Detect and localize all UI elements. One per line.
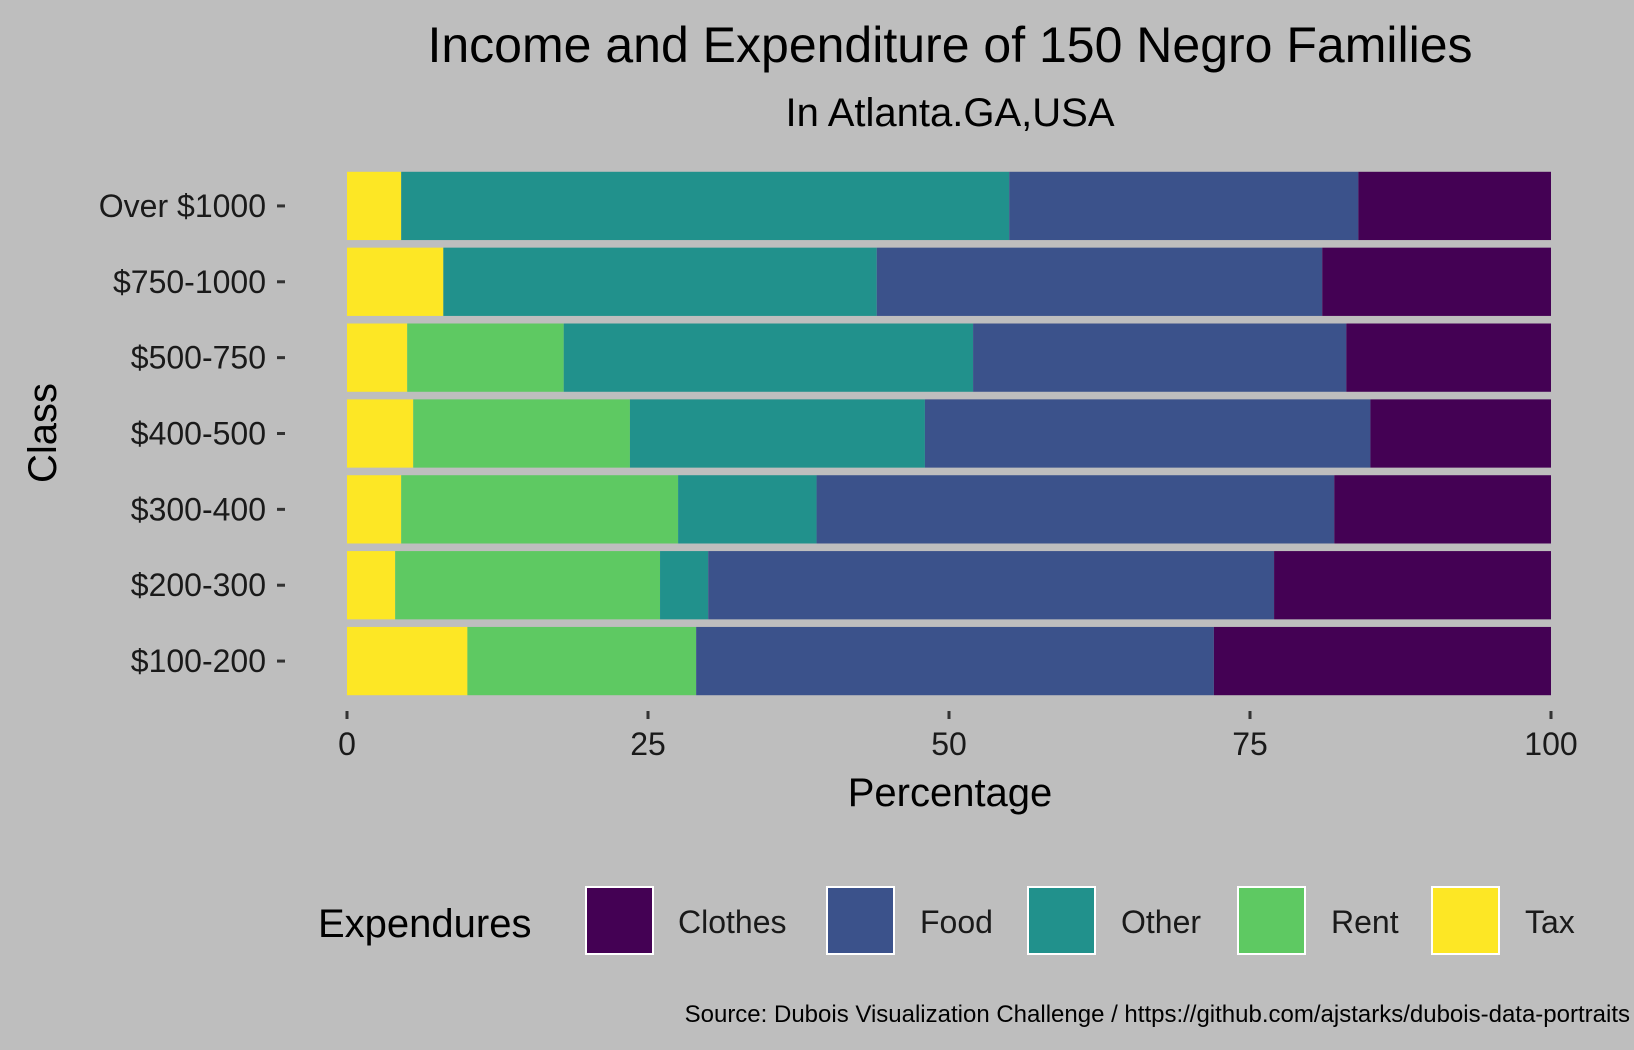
bars-group: [347, 171, 1551, 696]
bar-200-300-rent: [395, 551, 661, 620]
legend-key-clothes: [585, 886, 654, 955]
x-axis-title: Percentage: [848, 771, 1053, 815]
bar-200-300-food: [708, 551, 1275, 620]
bar-200-300-other: [660, 551, 709, 620]
bar-400-500-food: [924, 399, 1371, 468]
x-axis: 0 25 50 75 100: [338, 711, 1578, 762]
legend-label-rent: Rent: [1331, 904, 1399, 940]
bar-750-1000-tax: [347, 247, 444, 316]
y-axis: Over $1000 $750-1000 $500-750 $400-500 $300-…: [99, 188, 285, 679]
legend-key-food: [826, 886, 895, 955]
legend-label-food: Food: [920, 904, 993, 940]
bar-over-1000-tax: [347, 171, 402, 241]
y-tick-label: $500-750: [131, 340, 266, 376]
bar-400-500-tax: [347, 399, 414, 468]
y-axis-title: Class: [21, 383, 65, 483]
bar-500-750-rent: [407, 323, 564, 392]
bar-100-200-tax: [347, 626, 468, 696]
bar-200-300-clothes: [1274, 551, 1551, 620]
bar-over-1000-food: [1009, 171, 1359, 241]
legend-title: Expendures: [318, 902, 531, 946]
legend-key-tax: [1431, 886, 1500, 955]
x-tick-label: 100: [1524, 726, 1577, 762]
y-tick-label: $200-300: [131, 567, 266, 603]
bar-100-200-food: [696, 626, 1214, 696]
legend: Clothes Food Other Rent Tax: [585, 886, 1575, 955]
bar-300-400-clothes: [1334, 475, 1551, 544]
legend-label-clothes: Clothes: [678, 904, 787, 940]
chart-caption: Source: Dubois Visualization Challenge /…: [685, 1001, 1630, 1028]
x-tick-label: 50: [931, 726, 967, 762]
y-tick-label: $750-1000: [113, 264, 266, 300]
legend-label-other: Other: [1121, 904, 1201, 940]
bar-750-1000-food: [876, 247, 1323, 316]
y-tick-label: Over $1000: [99, 188, 266, 224]
bar-500-750-clothes: [1346, 323, 1551, 392]
bar-500-750-other: [563, 323, 974, 392]
y-tick-label: $100-200: [131, 643, 266, 679]
chart-title: Income and Expenditure of 150 Negro Fami…: [427, 17, 1472, 73]
bar-100-200-clothes: [1213, 626, 1551, 696]
bar-300-400-rent: [401, 475, 679, 544]
bar-400-500-other: [629, 399, 925, 468]
legend-key-rent: [1237, 886, 1306, 955]
x-tick-label: 75: [1232, 726, 1268, 762]
bar-300-400-food: [816, 475, 1335, 544]
bar-750-1000-clothes: [1322, 247, 1551, 316]
y-tick-label: $300-400: [131, 491, 266, 527]
bar-400-500-rent: [413, 399, 630, 468]
chart-subtitle: In Atlanta.GA,USA: [785, 91, 1114, 135]
bar-500-750-food: [973, 323, 1347, 392]
bar-300-400-tax: [347, 475, 402, 544]
legend-label-tax: Tax: [1525, 904, 1575, 940]
bar-300-400-other: [678, 475, 817, 544]
bar-100-200-rent: [467, 626, 697, 696]
bar-over-1000-clothes: [1358, 171, 1551, 241]
legend-key-other: [1027, 886, 1096, 955]
bar-200-300-tax: [347, 551, 396, 620]
bar-over-1000-other: [401, 171, 1010, 241]
x-tick-label: 0: [338, 726, 356, 762]
bar-750-1000-other: [443, 247, 877, 316]
bar-500-750-tax: [347, 323, 408, 392]
y-tick-label: $400-500: [131, 416, 266, 452]
x-tick-label: 25: [630, 726, 666, 762]
bar-400-500-clothes: [1370, 399, 1551, 468]
